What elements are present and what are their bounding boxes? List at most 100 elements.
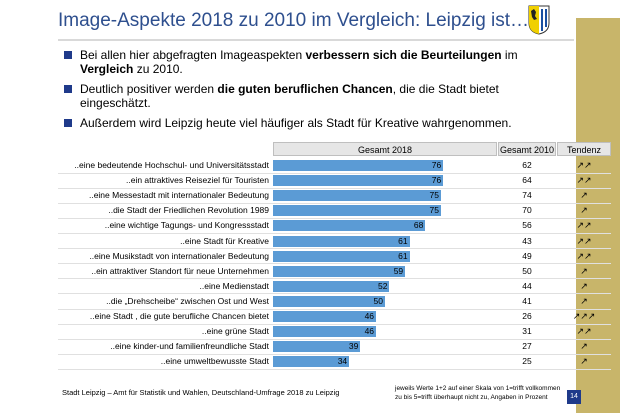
trend-arrows: ↗ xyxy=(580,205,588,216)
bar-value-label: 46 xyxy=(364,326,375,337)
row-divider xyxy=(58,233,611,234)
category-label: ..eine umweltbewusste Stadt xyxy=(160,356,269,367)
category-label: ..eine Messestadt mit internationaler Be… xyxy=(88,190,269,201)
bar-value-label: 39 xyxy=(348,341,359,352)
page-number: 14 xyxy=(567,390,581,404)
trend-arrows: ↗↗ xyxy=(576,220,592,231)
category-label: ..ein attraktiver Standort für neue Unte… xyxy=(91,265,269,276)
bullet-text: zu 2010. xyxy=(133,62,183,76)
row-divider xyxy=(58,202,611,204)
bar-value-label: 46 xyxy=(364,311,375,321)
value-2010: 49 xyxy=(522,250,532,261)
value-2010: 62 xyxy=(522,160,532,170)
value-2010: 43 xyxy=(522,235,532,246)
bullet-item: Deutlich positiver werden die guten beru… xyxy=(62,82,562,110)
bullet-bold: verbessern sich die Beurteilungen xyxy=(305,48,502,62)
category-label: ..eine kinder-und familienfreundliche St… xyxy=(110,341,269,352)
bar-2018 xyxy=(273,220,426,232)
bullet-list: Bei allen hier abgefragten Imageaspekten… xyxy=(62,48,562,136)
trend-arrows: ↗↗ xyxy=(576,250,592,261)
trend-arrows: ↗ xyxy=(580,356,588,367)
bullet-text: Außerdem wird Leipzig heute viel häufige… xyxy=(80,116,512,130)
sidebar-accent xyxy=(576,0,620,413)
bullet-bold: Vergleich xyxy=(80,62,134,76)
trend-arrows: ↗ xyxy=(580,341,588,352)
trend-arrows: ↗ xyxy=(580,280,588,291)
bar-value-label: 52 xyxy=(378,280,388,291)
category-label: ..die Stadt der Friedlichen Revolution 1… xyxy=(108,205,269,216)
bar-value-label: 76 xyxy=(431,160,442,170)
bar-value-label: 76 xyxy=(431,175,442,186)
bullet-text: Deutlich positiver werden xyxy=(80,82,218,96)
category-label: ..eine Stadt für Kreative xyxy=(180,235,269,246)
row-divider xyxy=(58,187,611,189)
bar-2018 xyxy=(273,295,385,307)
bar-2018 xyxy=(273,205,441,217)
bar-value-label: 68 xyxy=(413,220,424,231)
bar-2018 xyxy=(273,280,390,292)
value-2010: 44 xyxy=(522,280,532,291)
row-divider xyxy=(58,248,611,250)
trend-arrows: ↗↗↗ xyxy=(572,311,596,321)
row-divider xyxy=(58,217,611,219)
row-divider xyxy=(58,263,611,265)
category-label: ..eine wichtige Tagungs- und Kongresssta… xyxy=(104,220,269,231)
row-divider xyxy=(58,172,611,174)
trend-arrows: ↗ xyxy=(580,190,588,201)
trend-arrows: ↗↗ xyxy=(576,235,592,246)
scale-note-line: zu bis 5=trifft überhaupt nicht zu, Anga… xyxy=(395,394,548,401)
value-2010: 25 xyxy=(522,356,532,367)
bullet-text: , die die Stadt bietet eingeschätzt. xyxy=(80,82,499,110)
value-2010: 74 xyxy=(522,190,532,201)
bullet-item: Bei allen hier abgefragten Imageaspekten… xyxy=(62,48,562,76)
header-2010: Gesamt 2010 xyxy=(498,142,556,156)
value-2010: 27 xyxy=(522,341,532,352)
bar-2018 xyxy=(273,341,361,353)
bullet-text: Bei allen hier abgefragten Imageaspekten xyxy=(80,48,306,62)
category-label: ..eine Musikstadt von internationaler Be… xyxy=(89,250,269,261)
bar-2018 xyxy=(273,356,350,368)
title-underline xyxy=(58,39,574,41)
row-divider xyxy=(58,338,611,340)
bullet-bold: die guten beruflichen Chancen xyxy=(217,82,393,96)
category-label: ..die „Drehscheibe“ zwischen Ost und Wes… xyxy=(106,295,269,306)
bar-2018 xyxy=(273,190,441,202)
row-divider xyxy=(58,308,611,310)
page-title: Image-Aspekte 2018 zu 2010 im Vergleich:… xyxy=(58,10,535,31)
bar-2018 xyxy=(273,175,444,187)
header-2018: Gesamt 2018 xyxy=(273,142,497,156)
bar-value-label: 75 xyxy=(429,205,439,216)
value-2010: 26 xyxy=(522,311,532,321)
value-2010: 41 xyxy=(522,295,532,306)
bar-2018 xyxy=(273,311,377,322)
trend-arrows: ↗↗ xyxy=(576,160,592,170)
row-divider xyxy=(58,368,611,370)
trend-arrows: ↗↗ xyxy=(576,326,592,337)
category-label: ..ein attraktives Reiseziel für Touriste… xyxy=(126,175,269,186)
row-divider xyxy=(58,293,611,295)
bar-2018 xyxy=(273,160,444,171)
category-label: ..eine grüne Stadt xyxy=(201,326,269,337)
value-2010: 56 xyxy=(522,220,532,231)
row-divider xyxy=(58,278,611,280)
value-2010: 50 xyxy=(522,265,532,276)
bullet-item: Außerdem wird Leipzig heute viel häufige… xyxy=(62,116,562,130)
bar-2018 xyxy=(273,265,406,277)
sidebar-top-gap xyxy=(576,0,620,18)
category-label: ..eine bedeutende Hochschul- und Univers… xyxy=(74,160,269,170)
category-label: ..eine Stadt , die gute berufliche Chanc… xyxy=(89,311,269,321)
bullet-text: im xyxy=(501,48,518,62)
trend-arrows: ↗ xyxy=(580,265,588,276)
bar-value-label: 61 xyxy=(398,250,408,261)
bar-value-label: 75 xyxy=(429,190,439,201)
bar-value-label: 59 xyxy=(393,265,404,276)
bar-value-label: 61 xyxy=(398,235,408,246)
trend-arrows: ↗ xyxy=(580,295,588,306)
trend-arrows: ↗↗ xyxy=(576,175,592,186)
bar-value-label: 50 xyxy=(373,295,383,306)
category-label: ..eine Medienstadt xyxy=(199,280,269,291)
bar-2018 xyxy=(273,235,410,247)
row-divider xyxy=(58,323,611,325)
row-divider xyxy=(58,353,611,355)
header-trend: Tendenz xyxy=(557,142,611,156)
